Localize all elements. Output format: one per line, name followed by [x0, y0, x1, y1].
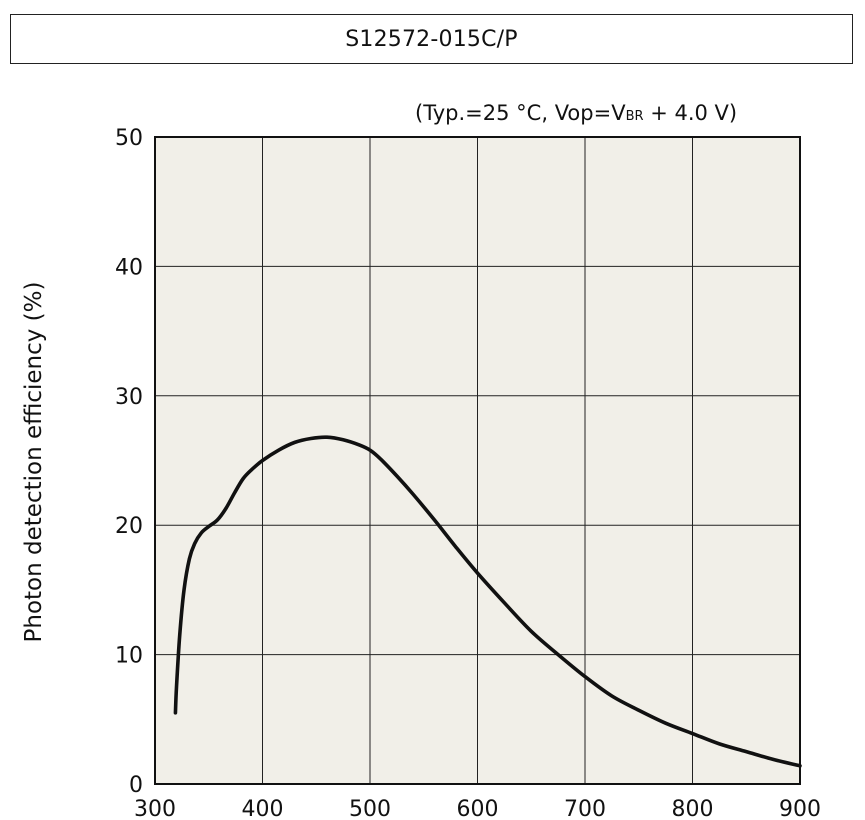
y-tick-label: 50: [115, 126, 143, 151]
x-tick-label: 600: [457, 797, 499, 820]
conditions-subscript: BR: [625, 109, 644, 124]
y-tick-label: 20: [115, 514, 143, 539]
x-tick-label: 800: [672, 797, 714, 820]
x-tick-label: 700: [564, 797, 606, 820]
conditions-suffix: + 4.0 V): [643, 101, 738, 125]
conditions-prefix: (Typ.=25 °C, Vop=V: [415, 101, 626, 125]
x-tick-label: 900: [779, 797, 821, 820]
x-tick-label: 400: [242, 797, 284, 820]
y-tick-label: 10: [115, 644, 143, 669]
y-tick-label: 40: [115, 255, 143, 280]
chart-title-box: S12572-015C/P: [10, 14, 853, 64]
y-tick-label: 0: [129, 773, 143, 798]
x-tick-label: 500: [349, 797, 391, 820]
x-tick-label: 300: [134, 797, 176, 820]
measurement-conditions: (Typ.=25 °C, Vop=VBR + 4.0 V): [415, 101, 737, 125]
y-tick-label: 30: [115, 385, 143, 410]
pde-curve: [173, 435, 802, 768]
plot-frame: [154, 136, 801, 785]
chart-title: S12572-015C/P: [345, 26, 518, 52]
